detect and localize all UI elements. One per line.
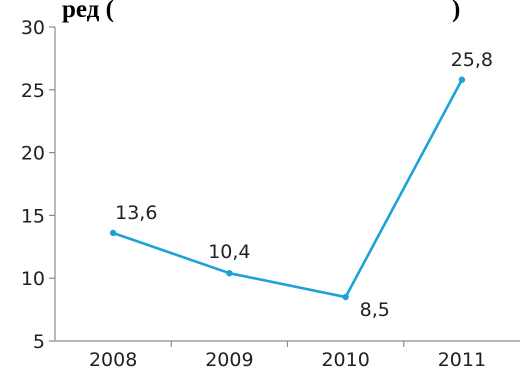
chart-title-fragment-left: ред ( [62,0,114,23]
y-tick-label: 20 [21,143,45,165]
data-point [342,293,349,301]
data-label: 8,5 [360,299,390,321]
data-label: 13,6 [115,202,157,224]
x-tick-label: 2011 [438,349,486,371]
chart-title-fragment-right: ) [452,0,460,23]
y-tick-label: 25 [21,80,45,102]
data-labels: 13,6 10,4 8,5 25,8 [115,49,493,321]
x-axis-ticks: 2008 2009 2010 2011 [89,341,486,371]
x-tick-label: 2008 [89,349,137,371]
y-tick-label: 30 [21,17,45,39]
y-tick-label: 15 [21,205,45,227]
series-layer [109,76,466,301]
data-label: 25,8 [451,49,493,71]
data-point [109,229,117,237]
data-point [226,269,233,277]
y-axis-ticks: 5 10 15 20 25 30 [21,17,55,353]
y-tick-label: 10 [21,268,45,290]
x-tick-label: 2010 [321,349,369,371]
data-point [458,76,466,83]
series-line [111,78,464,299]
y-tick-label: 5 [33,331,45,353]
x-tick-label: 2009 [205,349,253,371]
data-label: 10,4 [208,241,250,263]
